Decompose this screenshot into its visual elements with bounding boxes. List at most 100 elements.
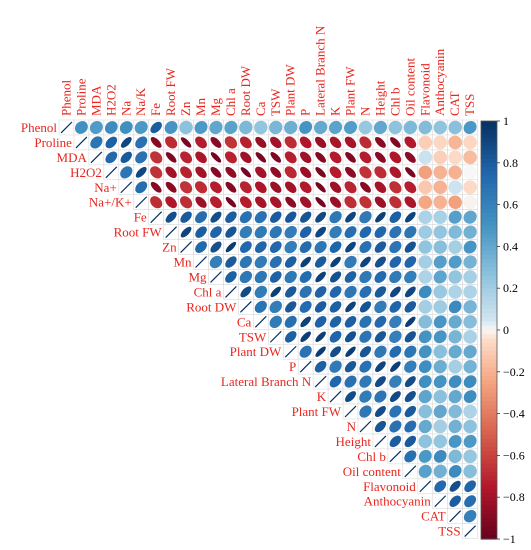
cell-9-11: [223, 254, 239, 270]
cell-5-20: [357, 194, 374, 210]
cell-18-22: [387, 388, 404, 405]
cell-5-10: [208, 194, 224, 210]
cell-12-20: [357, 299, 374, 315]
cell-2-16: [297, 149, 314, 166]
cell-7-12: [238, 224, 254, 240]
cell-14-27: [462, 328, 478, 345]
colorbar-tick-2: 0.6: [503, 198, 518, 212]
cell-9-26: [447, 254, 463, 270]
cell-1-18: [327, 134, 344, 151]
cell-16-19: [342, 358, 359, 375]
cell-0-7: [163, 119, 179, 136]
cell-19-27: [462, 403, 478, 420]
cell-2-11: [223, 149, 239, 166]
cell-14-16: [297, 328, 314, 345]
cell-21-24: [417, 433, 434, 450]
cell-5-19: [342, 194, 359, 210]
cell-23-25: [432, 463, 448, 480]
cell-17-22: [387, 373, 404, 390]
cell-4-5: [133, 179, 149, 196]
cell-9-25: [432, 254, 448, 270]
cell-0-9: [193, 119, 209, 136]
cell-1-15: [282, 134, 299, 151]
cell-8-21: [372, 239, 389, 255]
cell-8-12: [238, 239, 254, 255]
cell-3-18: [327, 164, 344, 181]
cell-0-24: [417, 119, 434, 136]
cell-3-20: [357, 164, 374, 181]
cell-1-13: [253, 134, 269, 151]
column-label-26: CAT: [447, 91, 462, 116]
cell-5-15: [282, 194, 299, 210]
cell-12-22: [387, 299, 404, 315]
column-label-7: Root FW: [163, 67, 178, 116]
cell-25-25: [432, 493, 448, 509]
row-label-9: Mn: [173, 255, 192, 270]
cell-23-26: [447, 463, 463, 480]
cell-14-18: [327, 328, 344, 345]
cell-18-24: [417, 388, 434, 405]
cell-23-24: [417, 463, 434, 480]
cell-10-24: [417, 269, 434, 285]
cell-10-19: [342, 269, 359, 285]
cell-22-22: [387, 448, 404, 465]
row-label-17: Lateral Branch N: [221, 374, 312, 389]
colorbar-tick-9: −0.8: [503, 490, 525, 504]
cell-18-27: [462, 388, 478, 405]
cell-7-25: [432, 224, 448, 240]
column-label-0: Phenol: [58, 80, 73, 117]
cell-3-11: [223, 164, 239, 181]
cell-3-14: [267, 164, 284, 181]
cell-5-7: [163, 194, 179, 210]
cell-8-10: [208, 239, 224, 255]
cell-14-17: [312, 328, 329, 345]
cell-2-20: [357, 149, 374, 166]
cell-5-14: [267, 194, 284, 210]
cell-11-17: [312, 284, 329, 300]
column-label-3: H2O2: [103, 84, 118, 116]
cell-4-16: [297, 179, 314, 196]
cell-16-16: [297, 358, 314, 375]
cell-3-8: [178, 164, 194, 181]
cell-11-23: [402, 284, 419, 300]
cell-7-15: [282, 224, 299, 240]
cell-12-16: [297, 299, 314, 315]
row-label-7: Root FW: [114, 225, 163, 240]
cell-18-19: [342, 388, 359, 405]
cell-9-20: [357, 254, 374, 270]
cell-21-27: [462, 433, 478, 450]
row-label-1: Proline: [34, 135, 72, 150]
cell-6-26: [447, 209, 463, 225]
cell-2-21: [372, 149, 389, 166]
cell-4-9: [193, 179, 209, 196]
cell-11-25: [432, 284, 448, 300]
cell-17-24: [417, 373, 434, 390]
cell-11-18: [327, 284, 344, 300]
cell-2-2: [88, 149, 105, 166]
cell-13-16: [297, 314, 314, 330]
column-label-12: Root DW: [238, 65, 253, 116]
cell-12-14: [267, 299, 284, 315]
colorbar-tick-3: 0.4: [503, 239, 518, 253]
cell-19-26: [447, 403, 463, 420]
cell-5-24: [417, 194, 434, 210]
cell-0-1: [73, 119, 90, 136]
colorbar-tick-5: 0: [503, 323, 509, 337]
cell-1-3: [103, 134, 120, 151]
cell-9-14: [267, 254, 284, 270]
cell-20-23: [402, 418, 419, 435]
cell-14-24: [417, 328, 434, 345]
cell-5-13: [253, 194, 269, 210]
cell-0-19: [342, 119, 359, 136]
cell-7-14: [267, 224, 284, 240]
cell-6-22: [387, 209, 404, 225]
cell-12-24: [417, 299, 434, 315]
cell-17-27: [462, 373, 478, 390]
cell-9-16: [297, 254, 314, 270]
cell-8-17: [312, 239, 329, 255]
row-label-8: Zn: [162, 240, 177, 255]
cell-2-26: [447, 149, 463, 166]
cell-17-23: [402, 373, 419, 390]
cell-2-14: [267, 149, 284, 166]
